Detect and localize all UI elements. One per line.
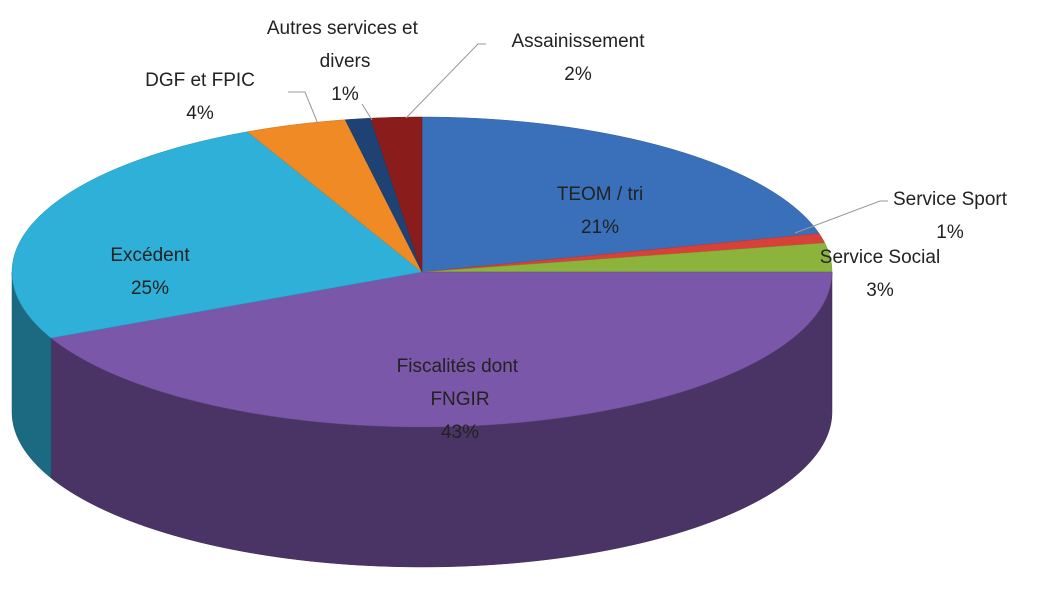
value-label: 1% — [936, 222, 964, 243]
pie-slice — [370, 116, 423, 273]
labels: TEOM / tri 21% Service Sport 1% Service Soci… — [110, 18, 1007, 443]
label-line: FNGIR — [430, 389, 489, 410]
value-label: 21% — [581, 217, 619, 238]
value-label: 25% — [131, 278, 169, 299]
category-label: TEOM / tri — [557, 184, 644, 205]
leader-line — [405, 43, 486, 119]
pie-slice — [11, 131, 423, 339]
category-label: Autres services et divers — [267, 18, 423, 72]
pie-slice — [421, 116, 820, 273]
pie-slice — [421, 242, 833, 273]
category-label: Assainissement — [511, 31, 645, 52]
leader-line — [288, 91, 319, 125]
pie-slice — [246, 119, 423, 273]
leader-lines — [288, 43, 888, 234]
leader-line — [361, 103, 373, 121]
category-label: DGF et FPIC — [145, 70, 255, 91]
value-label: 2% — [564, 64, 592, 85]
value-label: 1% — [331, 84, 359, 105]
category-label: Fiscalités dont FNGIR — [397, 356, 524, 410]
value-label: 43% — [441, 422, 479, 443]
label-line: Autres services et — [267, 18, 423, 39]
category-label: Service Sport — [893, 189, 1008, 210]
pie-tops — [11, 116, 833, 428]
pie-slice — [50, 271, 833, 428]
value-label: 4% — [186, 103, 214, 124]
value-label: 3% — [866, 280, 894, 301]
leader-line — [794, 200, 888, 234]
label-line: Fiscalités dont — [397, 356, 524, 377]
category-label: Excédent — [110, 245, 190, 266]
category-label: Service Social — [820, 247, 940, 268]
label-line: divers — [320, 51, 371, 72]
